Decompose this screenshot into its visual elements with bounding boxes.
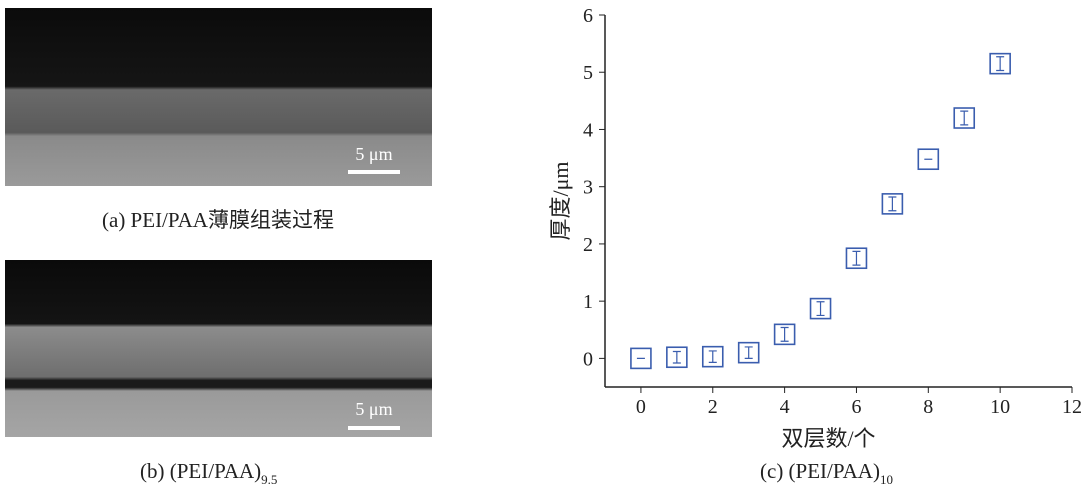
error-bar xyxy=(960,110,969,126)
marker xyxy=(917,148,940,171)
error-bar xyxy=(816,301,825,317)
y-tick-label: 5 xyxy=(583,62,593,84)
x-tick-label: 4 xyxy=(780,396,790,418)
marker xyxy=(737,341,760,364)
scale-label: 5 μm xyxy=(355,399,392,419)
error-bar xyxy=(708,350,717,363)
marker xyxy=(989,52,1011,75)
error-bar xyxy=(852,250,861,266)
marker xyxy=(845,247,868,270)
caption-sub: 10 xyxy=(880,472,893,487)
y-tick-label: 6 xyxy=(583,5,593,27)
caption: (b) (PEI/PAA)9.5 xyxy=(140,459,277,487)
caption-text: (c) (PEI/PAA) xyxy=(760,459,880,483)
marker xyxy=(809,297,832,320)
x-tick-label: 2 xyxy=(708,396,718,418)
error-bar xyxy=(996,56,1005,72)
y-tick-label: 1 xyxy=(583,291,593,313)
sem-image xyxy=(5,8,432,186)
sem-image xyxy=(5,260,432,437)
scale-label: 5 μm xyxy=(355,144,392,164)
error-bar xyxy=(744,346,753,359)
x-axis-label: 双层数/个 xyxy=(781,426,875,451)
marker xyxy=(881,193,904,215)
y-axis-label: 厚度/μm xyxy=(548,161,573,240)
error-bar xyxy=(780,326,789,342)
error-bar xyxy=(888,196,897,212)
y-tick-label: 2 xyxy=(583,234,593,256)
y-tick-label: 3 xyxy=(583,177,593,199)
marker xyxy=(630,347,652,370)
marker xyxy=(666,346,688,369)
marker xyxy=(701,345,724,368)
x-tick-label: 8 xyxy=(923,396,933,418)
marker xyxy=(953,107,976,129)
x-tick-label: 6 xyxy=(851,396,861,418)
y-tick-label: 0 xyxy=(583,348,593,370)
caption: (a) PEI/PAA薄膜组装过程 xyxy=(102,208,334,232)
y-tick-label: 4 xyxy=(583,119,593,141)
x-tick-label: 10 xyxy=(990,396,1010,418)
x-tick-label: 0 xyxy=(636,396,646,418)
x-tick-label: 12 xyxy=(1062,396,1082,418)
caption: (c) (PEI/PAA)10 xyxy=(760,459,893,487)
error-bar xyxy=(672,350,681,364)
marker xyxy=(773,323,796,346)
